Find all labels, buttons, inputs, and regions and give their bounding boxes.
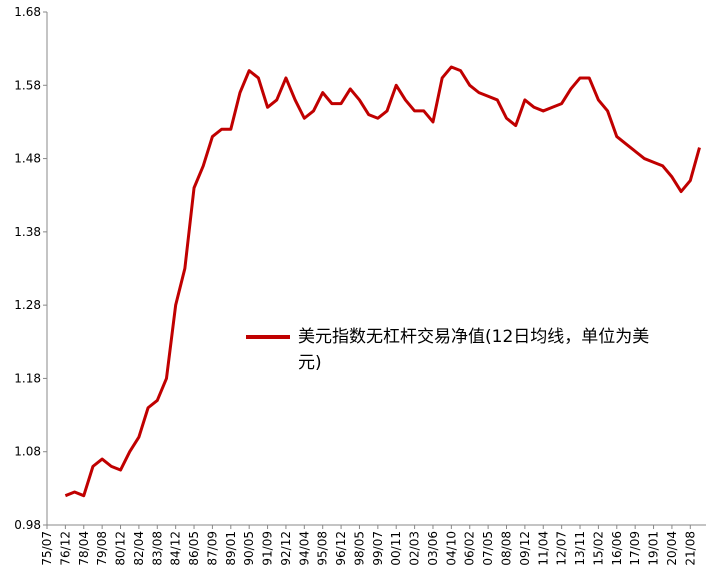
x-tick-label: 84/12 bbox=[169, 531, 183, 566]
x-tick-label: 11/04 bbox=[536, 531, 550, 566]
x-tick-label: 76/12 bbox=[58, 531, 72, 566]
y-tick-label: 1.48 bbox=[14, 152, 41, 166]
x-tick-label: 07/05 bbox=[481, 531, 495, 566]
x-tick-label: 04/10 bbox=[444, 531, 458, 566]
x-tick-label: 02/03 bbox=[408, 531, 422, 566]
x-tick-label: 16/06 bbox=[610, 531, 624, 566]
x-tick-label: 87/09 bbox=[205, 531, 219, 566]
y-tick-label: 1.58 bbox=[14, 78, 41, 92]
x-tick-label: 91/09 bbox=[261, 531, 275, 566]
y-tick-label: 1.18 bbox=[14, 371, 41, 385]
x-tick-label: 94/04 bbox=[297, 531, 311, 566]
x-tick-label: 75/07 bbox=[40, 531, 54, 566]
x-tick-label: 82/04 bbox=[132, 531, 146, 566]
x-tick-label: 15/02 bbox=[591, 531, 605, 566]
x-tick-label: 98/05 bbox=[352, 531, 366, 566]
legend-label: 美元指数无杠杆交易净值(12日均线，单位为美元) bbox=[298, 327, 650, 373]
x-tick-label: 09/12 bbox=[518, 531, 532, 566]
x-tick-label: 89/01 bbox=[224, 531, 238, 566]
x-tick-label: 96/12 bbox=[334, 531, 348, 566]
x-tick-label: 17/09 bbox=[628, 531, 642, 566]
y-tick-label: 1.68 bbox=[14, 5, 41, 19]
x-tick-label: 99/07 bbox=[371, 531, 385, 566]
x-tick-label: 13/11 bbox=[573, 531, 587, 566]
y-tick-label: 1.38 bbox=[14, 225, 41, 239]
x-tick-label: 95/08 bbox=[316, 531, 330, 566]
x-tick-label: 19/01 bbox=[647, 531, 661, 566]
x-tick-label: 20/04 bbox=[665, 531, 679, 566]
x-tick-label: 00/11 bbox=[389, 531, 403, 566]
legend-swatch bbox=[246, 335, 290, 339]
data-line bbox=[64, 65, 701, 498]
x-tick-label: 06/02 bbox=[463, 531, 477, 566]
x-tick-label: 92/12 bbox=[279, 531, 293, 566]
x-tick-label: 80/12 bbox=[114, 531, 128, 566]
x-tick-label: 03/06 bbox=[426, 531, 440, 566]
x-tick-label: 21/08 bbox=[683, 531, 697, 566]
x-tick-label: 83/08 bbox=[150, 531, 164, 566]
y-tick-label: 1.08 bbox=[14, 445, 41, 459]
x-tick-label: 08/08 bbox=[500, 531, 514, 566]
x-tick-label: 78/04 bbox=[77, 531, 91, 566]
legend: 美元指数无杠杆交易净值(12日均线，单位为美元) bbox=[246, 324, 676, 376]
y-tick-label: 1.28 bbox=[14, 298, 41, 312]
x-tick-label: 79/08 bbox=[95, 531, 109, 566]
x-tick-label: 86/05 bbox=[187, 531, 201, 566]
x-tick-label: 90/05 bbox=[242, 531, 256, 566]
x-tick-label: 12/07 bbox=[555, 531, 569, 566]
y-tick-label: 0.98 bbox=[14, 518, 41, 532]
